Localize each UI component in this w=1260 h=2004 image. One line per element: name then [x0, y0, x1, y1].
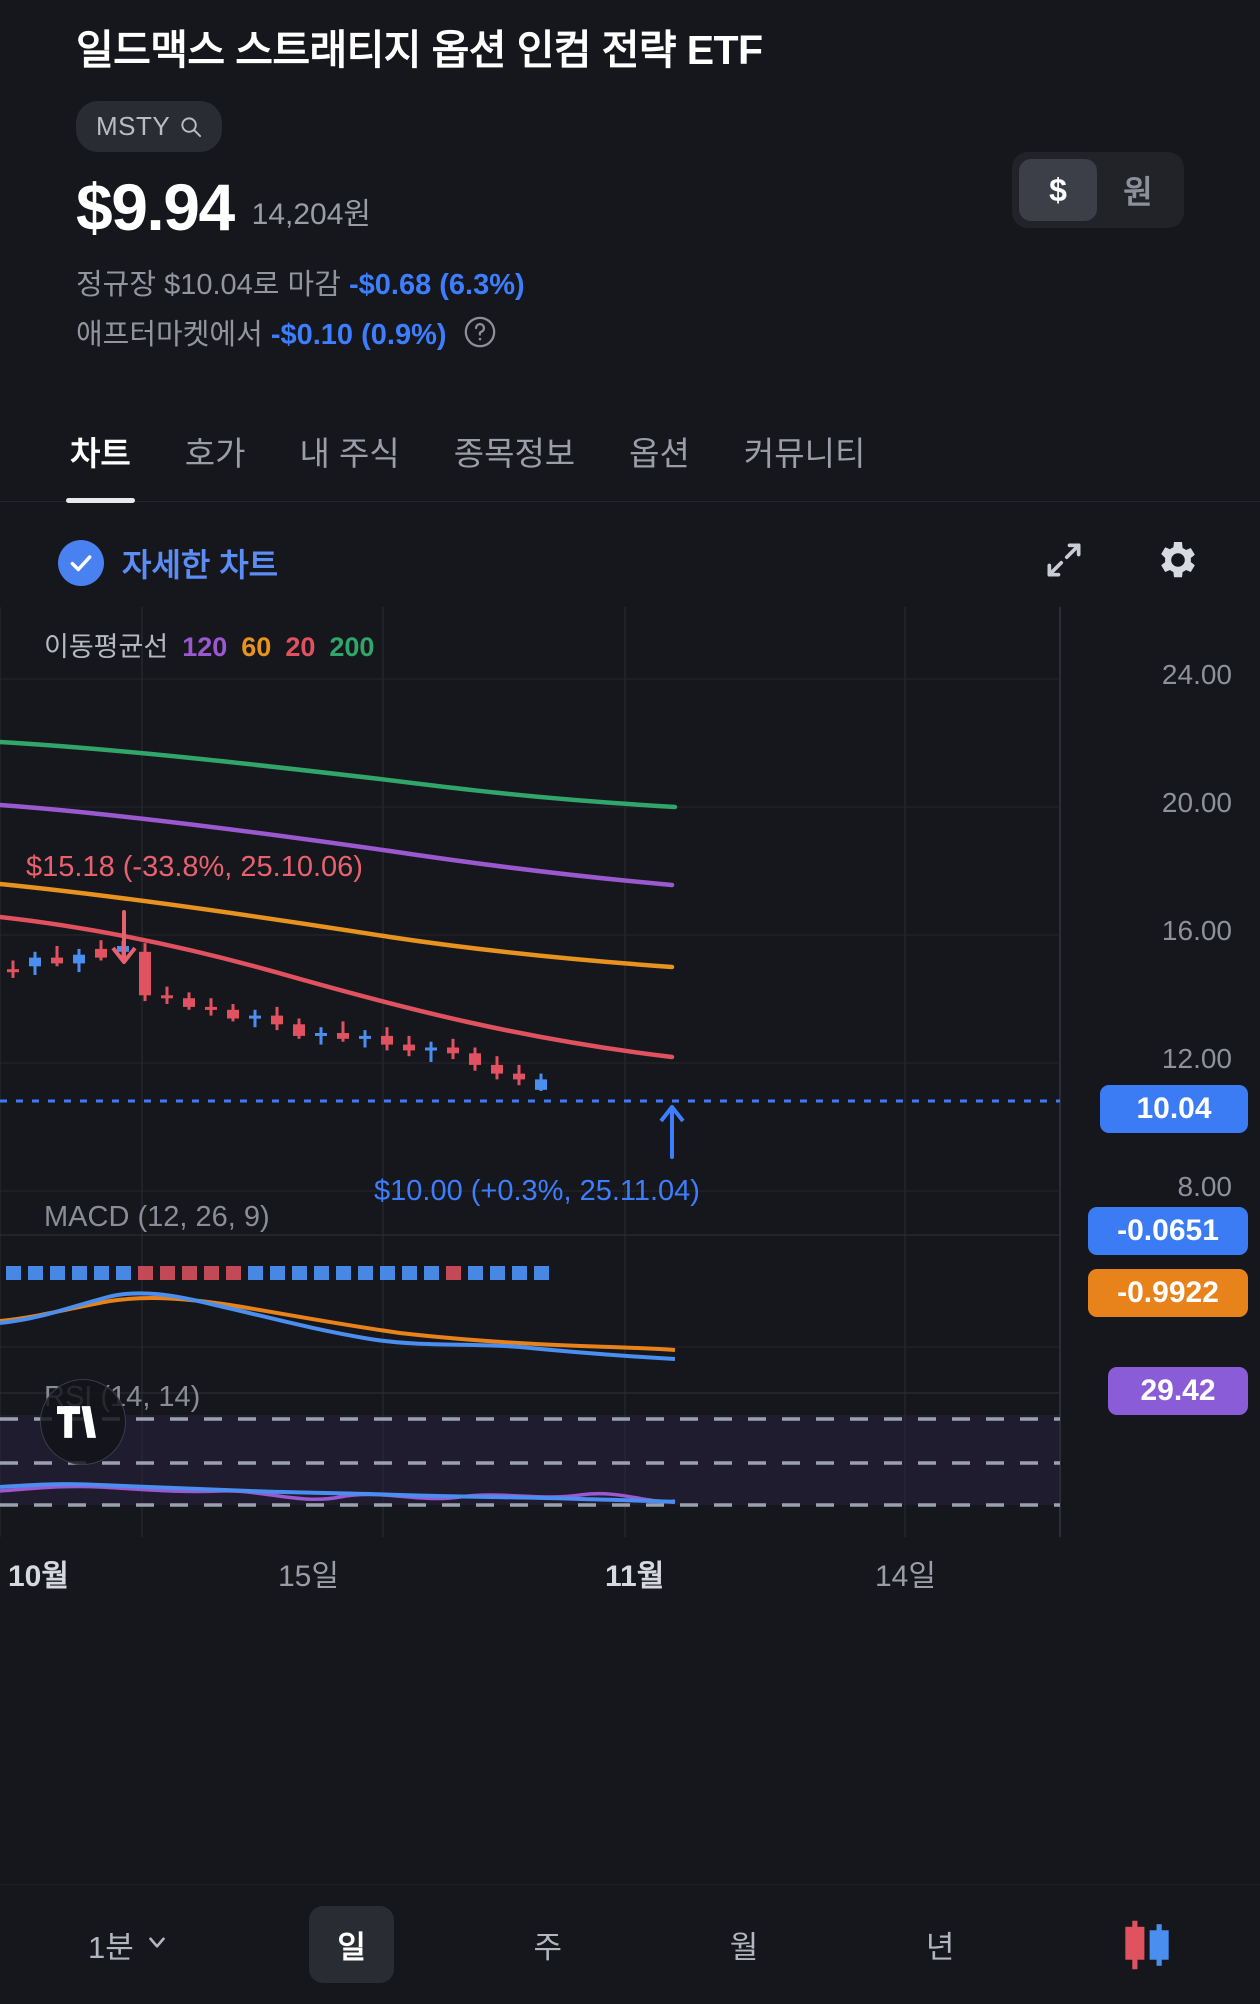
currency-krw-button[interactable]: 원: [1123, 174, 1153, 211]
after-market-row: 애프터마켓에서 -$0.10 (0.9%): [76, 314, 1184, 361]
x-tick-2: 11월: [605, 1560, 665, 1594]
ma-120-label: 120: [182, 632, 228, 663]
y-tick-16: 16.00: [1161, 915, 1232, 947]
range-year[interactable]: 년: [925, 1930, 955, 1965]
y-tick-8: 8.00: [1177, 1171, 1233, 1203]
x-tick-0: 10월: [8, 1560, 69, 1594]
price-krw: 14,204원: [251, 198, 372, 232]
tab-options[interactable]: 옵션: [629, 435, 690, 473]
chevron-down-icon: [144, 1927, 170, 1963]
macd-label: MACD (12, 26, 9): [44, 1201, 270, 1234]
tab-orderbook[interactable]: 호가: [184, 435, 246, 473]
chart-canvas: [0, 607, 1061, 1538]
range-day[interactable]: 일: [309, 1906, 394, 1983]
moving-average-legend: 이동평균선 120 60 20 200: [44, 625, 374, 664]
section-tabs: 차트 호가 내 주식 종목정보 옵션 커뮤니티: [0, 417, 1260, 504]
ma-200-label: 200: [329, 632, 375, 663]
x-tick-1: 15일: [278, 1560, 339, 1594]
chart-toolbar: 자세한 차트: [0, 502, 1260, 589]
stock-header: 일드맥스 스트래티지 옵션 인컴 전략 ETF MSTY $9.94 14,20…: [0, 0, 1260, 361]
current-price-badge: 10.04: [1100, 1085, 1248, 1134]
tab-my-stock[interactable]: 내 주식: [299, 435, 400, 473]
regular-session-row: 정규장 $10.04로 마감 -$0.68 (6.3%): [76, 264, 1184, 306]
price-usd: $9.94: [76, 170, 235, 245]
y-tick-24: 24.00: [1161, 659, 1232, 691]
ma-60-label: 60: [241, 632, 272, 663]
page-title: 일드맥스 스트래티지 옵션 인컴 전략 ETF: [76, 27, 763, 73]
ticker-label: MSTY: [96, 111, 171, 142]
detail-chart-toggle[interactable]: 자세한 차트: [58, 539, 279, 586]
tab-community[interactable]: 커뮤니티: [743, 435, 866, 473]
y-tick-12: 12.00: [1161, 1043, 1232, 1075]
gear-icon[interactable]: [1154, 536, 1202, 589]
expand-arrows-icon[interactable]: [1042, 538, 1086, 587]
ma-20-label: 20: [285, 632, 316, 663]
check-circle-icon: [58, 539, 104, 586]
rsi-value-badge: 29.42: [1108, 1367, 1248, 1416]
range-month[interactable]: 월: [729, 1930, 759, 1965]
question-mark-icon[interactable]: [463, 315, 497, 361]
regular-session-text: 정규장 $10.04로 마감: [76, 269, 341, 302]
magnifier-icon: [179, 115, 202, 138]
interval-selector[interactable]: 1분: [60, 1906, 198, 1983]
ticker-search-chip[interactable]: MSTY: [76, 101, 223, 153]
price-row: $9.94 14,204원 $ 원: [76, 152, 1184, 245]
chart-range-bar: 1분 일 주 월 년: [0, 1884, 1260, 2004]
high-annotation: $15.18 (-33.8%, 25.10.06): [26, 851, 363, 884]
x-axis: 10월 15일 11월 14일: [0, 1551, 1260, 1601]
after-market-change: -$0.10 (0.9%): [270, 319, 447, 352]
interval-label: 1분: [88, 1930, 134, 1965]
after-market-text: 애프터마켓에서: [76, 319, 263, 352]
candlestick-icon[interactable]: [1094, 1903, 1200, 1987]
macd-signal-badge: -0.9922: [1088, 1269, 1248, 1318]
currency-usd-button[interactable]: $: [1019, 159, 1097, 222]
x-tick-3: 14일: [875, 1560, 936, 1594]
regular-session-change: -$0.68 (6.3%): [348, 269, 525, 302]
macd-value-badge: -0.0651: [1088, 1207, 1248, 1256]
low-annotation: $10.00 (+0.3%, 25.11.04): [374, 1175, 700, 1208]
detail-chart-label: 자세한 차트: [122, 546, 279, 583]
tab-stock-info[interactable]: 종목정보: [453, 435, 576, 473]
price-chart[interactable]: 이동평균선 120 60 20 200: [0, 607, 1260, 1607]
tab-chart[interactable]: 차트: [66, 417, 135, 504]
tradingview-logo-icon: [40, 1379, 126, 1466]
currency-toggle[interactable]: $ 원: [1012, 152, 1184, 229]
y-tick-20: 20.00: [1161, 787, 1232, 819]
range-week[interactable]: 주: [533, 1930, 563, 1965]
ma-legend-label: 이동평균선: [44, 632, 169, 663]
